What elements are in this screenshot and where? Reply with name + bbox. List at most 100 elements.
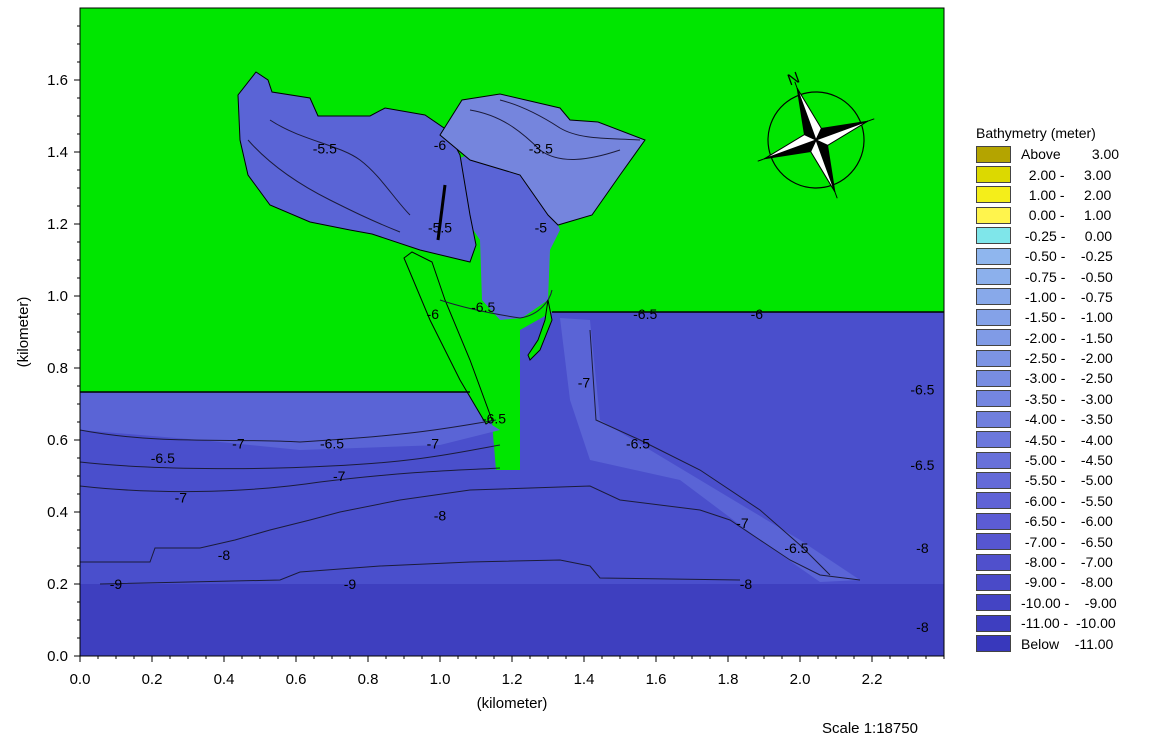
legend-swatch	[976, 145, 1011, 163]
contour-line-2	[79, 444, 501, 470]
legend-item: -9.00 - -8.00	[976, 572, 1142, 592]
shoreline-outline	[80, 311, 944, 393]
legend-label: -3.50 - -3.00	[1021, 390, 1113, 407]
y-tick-label: 0.0	[47, 648, 68, 665]
legend-label: -0.25 - 0.00	[1021, 227, 1113, 244]
legend-label: -11.00 - -10.00	[1021, 615, 1116, 632]
legend-label: -8.00 - -7.00	[1021, 554, 1113, 570]
legend-item: -0.50 - -0.25	[976, 246, 1142, 266]
legend-item: -5.00 - -4.50	[976, 450, 1142, 470]
contour-label: -6.5	[151, 450, 175, 466]
legend-label: -2.50 - -2.00	[1021, 350, 1113, 367]
legend-label: Above 3.00	[1021, 146, 1120, 163]
legend-item: 2.00 - 3.00	[976, 164, 1142, 184]
legend-swatch	[976, 166, 1011, 184]
y-tick-label: 0.4	[47, 504, 68, 521]
contour-label: -7	[578, 374, 591, 390]
contour-label: -8	[434, 508, 447, 524]
legend-swatch	[976, 349, 1011, 367]
y-axis-title: (kilometer)	[15, 297, 32, 368]
contour-line-9	[469, 109, 621, 160]
contour-labels: -5.5 -6 -3.5 -5 -5.5 -6.5 -6 -6.5 -6 -6.5 -7 -7 -6.5…	[110, 137, 935, 635]
x-tick-label: 1.2	[502, 671, 523, 688]
x-tick-label: 0.8	[358, 671, 379, 688]
legend-swatch	[976, 431, 1011, 449]
legend-rows: Above 3.00 2.00 - 3.00 1.00 - 2.00 0.00 …	[976, 144, 1142, 654]
x-tick-label: 0.6	[286, 671, 307, 688]
contour-line-10	[499, 99, 641, 141]
legend-swatch	[976, 186, 1011, 204]
legend-item: -7.00 - -6.50	[976, 531, 1142, 551]
north-arrow-compass: N	[757, 69, 875, 199]
legend-label: 0.00 - 1.00	[1021, 207, 1112, 224]
west-basin	[237, 71, 477, 263]
x-tick-label: 0.2	[142, 671, 163, 688]
contour-label: -6.5	[910, 382, 934, 398]
contour-label: -9	[344, 576, 357, 592]
legend-swatch	[976, 553, 1011, 571]
breakwater-line	[436, 184, 447, 241]
legend-swatch	[976, 390, 1011, 408]
legend-label: 1.00 - 2.00	[1021, 186, 1112, 203]
contour-label: -5.5	[313, 140, 337, 156]
legend-swatch	[976, 471, 1011, 489]
jetty	[527, 299, 553, 361]
legend-item: -0.25 - 0.00	[976, 226, 1142, 246]
legend-label: -1.50 - -1.00	[1021, 309, 1113, 326]
contour-line-1	[79, 419, 497, 443]
legend-item: -0.75 - -0.50	[976, 266, 1142, 286]
breakwater-arm	[403, 251, 493, 425]
legend-swatch	[976, 288, 1011, 306]
y-tick-label: 1.6	[47, 72, 68, 89]
x-tick-label: 1.0	[430, 671, 451, 688]
legend-swatch	[976, 227, 1011, 245]
contour-label: -6	[751, 306, 764, 322]
contour-line-3	[79, 467, 501, 493]
legend-swatch	[976, 206, 1011, 224]
legend-swatch	[976, 614, 1011, 632]
legend-item: -2.50 - -2.00	[976, 348, 1142, 368]
east-basin	[439, 93, 646, 226]
legend-item: -10.00 - -9.00	[976, 593, 1142, 613]
contour-label: -7	[736, 515, 749, 531]
contour-label: -8	[916, 540, 929, 556]
legend-item: Below -11.00	[976, 633, 1142, 653]
contour-line-4	[80, 485, 861, 581]
x-tick-label: 2.2	[862, 671, 883, 688]
legend-label: -4.00 - -3.50	[1021, 411, 1113, 428]
legend-item: -6.50 - -6.00	[976, 511, 1142, 531]
compass-north-label: N	[785, 69, 802, 89]
scale-text: Scale 1:18750	[822, 720, 918, 737]
contour-label: -7	[232, 436, 245, 452]
legend-item: -8.00 - -7.00	[976, 552, 1142, 572]
contour-label: -9	[110, 576, 123, 592]
contour-label: -6.5	[633, 306, 657, 322]
legend-item: -6.00 - -5.50	[976, 491, 1142, 511]
legend-swatch	[976, 247, 1011, 265]
x-tick-label: 2.0	[790, 671, 811, 688]
contour-label: -3.5	[529, 140, 553, 156]
legend-swatch	[976, 573, 1011, 591]
legend-item: -4.00 - -3.50	[976, 409, 1142, 429]
contour-label: -6.5	[910, 457, 934, 473]
contour-label: -6.5	[482, 410, 506, 426]
legend-swatch	[976, 329, 1011, 347]
contour-label: -6.5	[784, 540, 808, 556]
legend-swatch	[976, 533, 1011, 551]
contour-line-11	[439, 289, 553, 319]
legend-item: Above 3.00	[976, 144, 1142, 164]
contour-label: -8	[916, 619, 929, 635]
x-tick-label: 0.4	[214, 671, 235, 688]
y-tick-label: 1.4	[47, 144, 68, 161]
legend-label: -4.50 - -4.00	[1021, 431, 1113, 448]
legend-item: -1.50 - -1.00	[976, 307, 1142, 327]
legend-swatch	[976, 492, 1011, 510]
deep-water-area	[80, 584, 944, 656]
legend-swatch	[976, 410, 1011, 428]
legend-label: -5.00 - -4.50	[1021, 452, 1113, 469]
contour-label: -5	[535, 220, 548, 236]
contour-line-6	[589, 329, 831, 576]
legend-swatch	[976, 512, 1011, 530]
legend-swatch	[976, 594, 1011, 612]
